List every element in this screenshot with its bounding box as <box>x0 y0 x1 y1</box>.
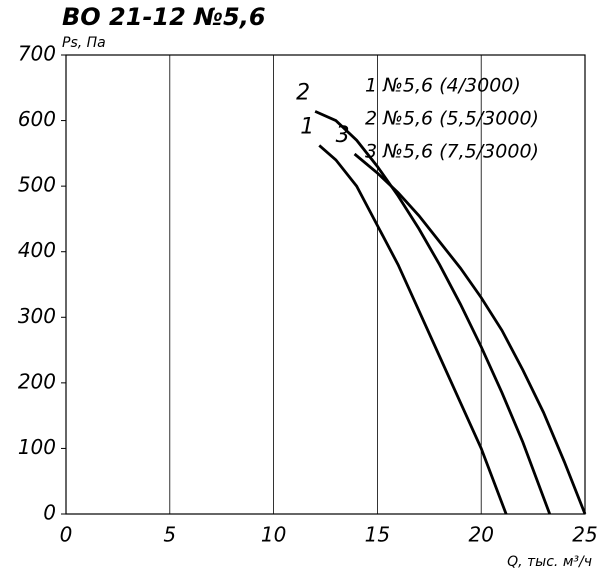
curve <box>318 144 508 515</box>
y-tick-label: 700 <box>18 42 56 66</box>
curve <box>314 110 552 515</box>
y-axis-label: Ps, Па <box>62 35 106 51</box>
x-tick-label: 15 <box>365 523 390 547</box>
curve <box>353 152 587 515</box>
x-tick-label: 0 <box>60 523 73 547</box>
x-tick-label: 5 <box>163 523 176 547</box>
y-tick-label: 600 <box>18 107 56 131</box>
x-tick-label: 10 <box>261 523 286 547</box>
x-axis-label: Q, тыс. м³/ч <box>507 554 592 570</box>
legend-entry: 1 №5,6 (4/3000) <box>365 75 521 97</box>
x-tick-label: 25 <box>572 523 597 547</box>
plot-frame <box>65 54 586 515</box>
y-tick-label: 300 <box>18 304 56 328</box>
y-tick-label: 0 <box>43 501 56 525</box>
y-tick-label: 400 <box>18 238 56 262</box>
curve-tag: 3 <box>336 123 350 148</box>
curve-tag: 2 <box>296 80 310 105</box>
x-tick-label: 20 <box>468 523 493 547</box>
y-tick-label: 500 <box>18 173 56 197</box>
curve-tag: 1 <box>300 114 314 139</box>
y-tick-label: 200 <box>18 369 56 393</box>
legend-entry: 2 №5,6 (5,5/3000) <box>365 108 539 130</box>
y-tick-label: 100 <box>18 435 56 459</box>
legend-entry: 3 №5,6 (7,5/3000) <box>365 141 539 163</box>
chart-title: ВО 21-12 №5,6 <box>62 3 266 31</box>
